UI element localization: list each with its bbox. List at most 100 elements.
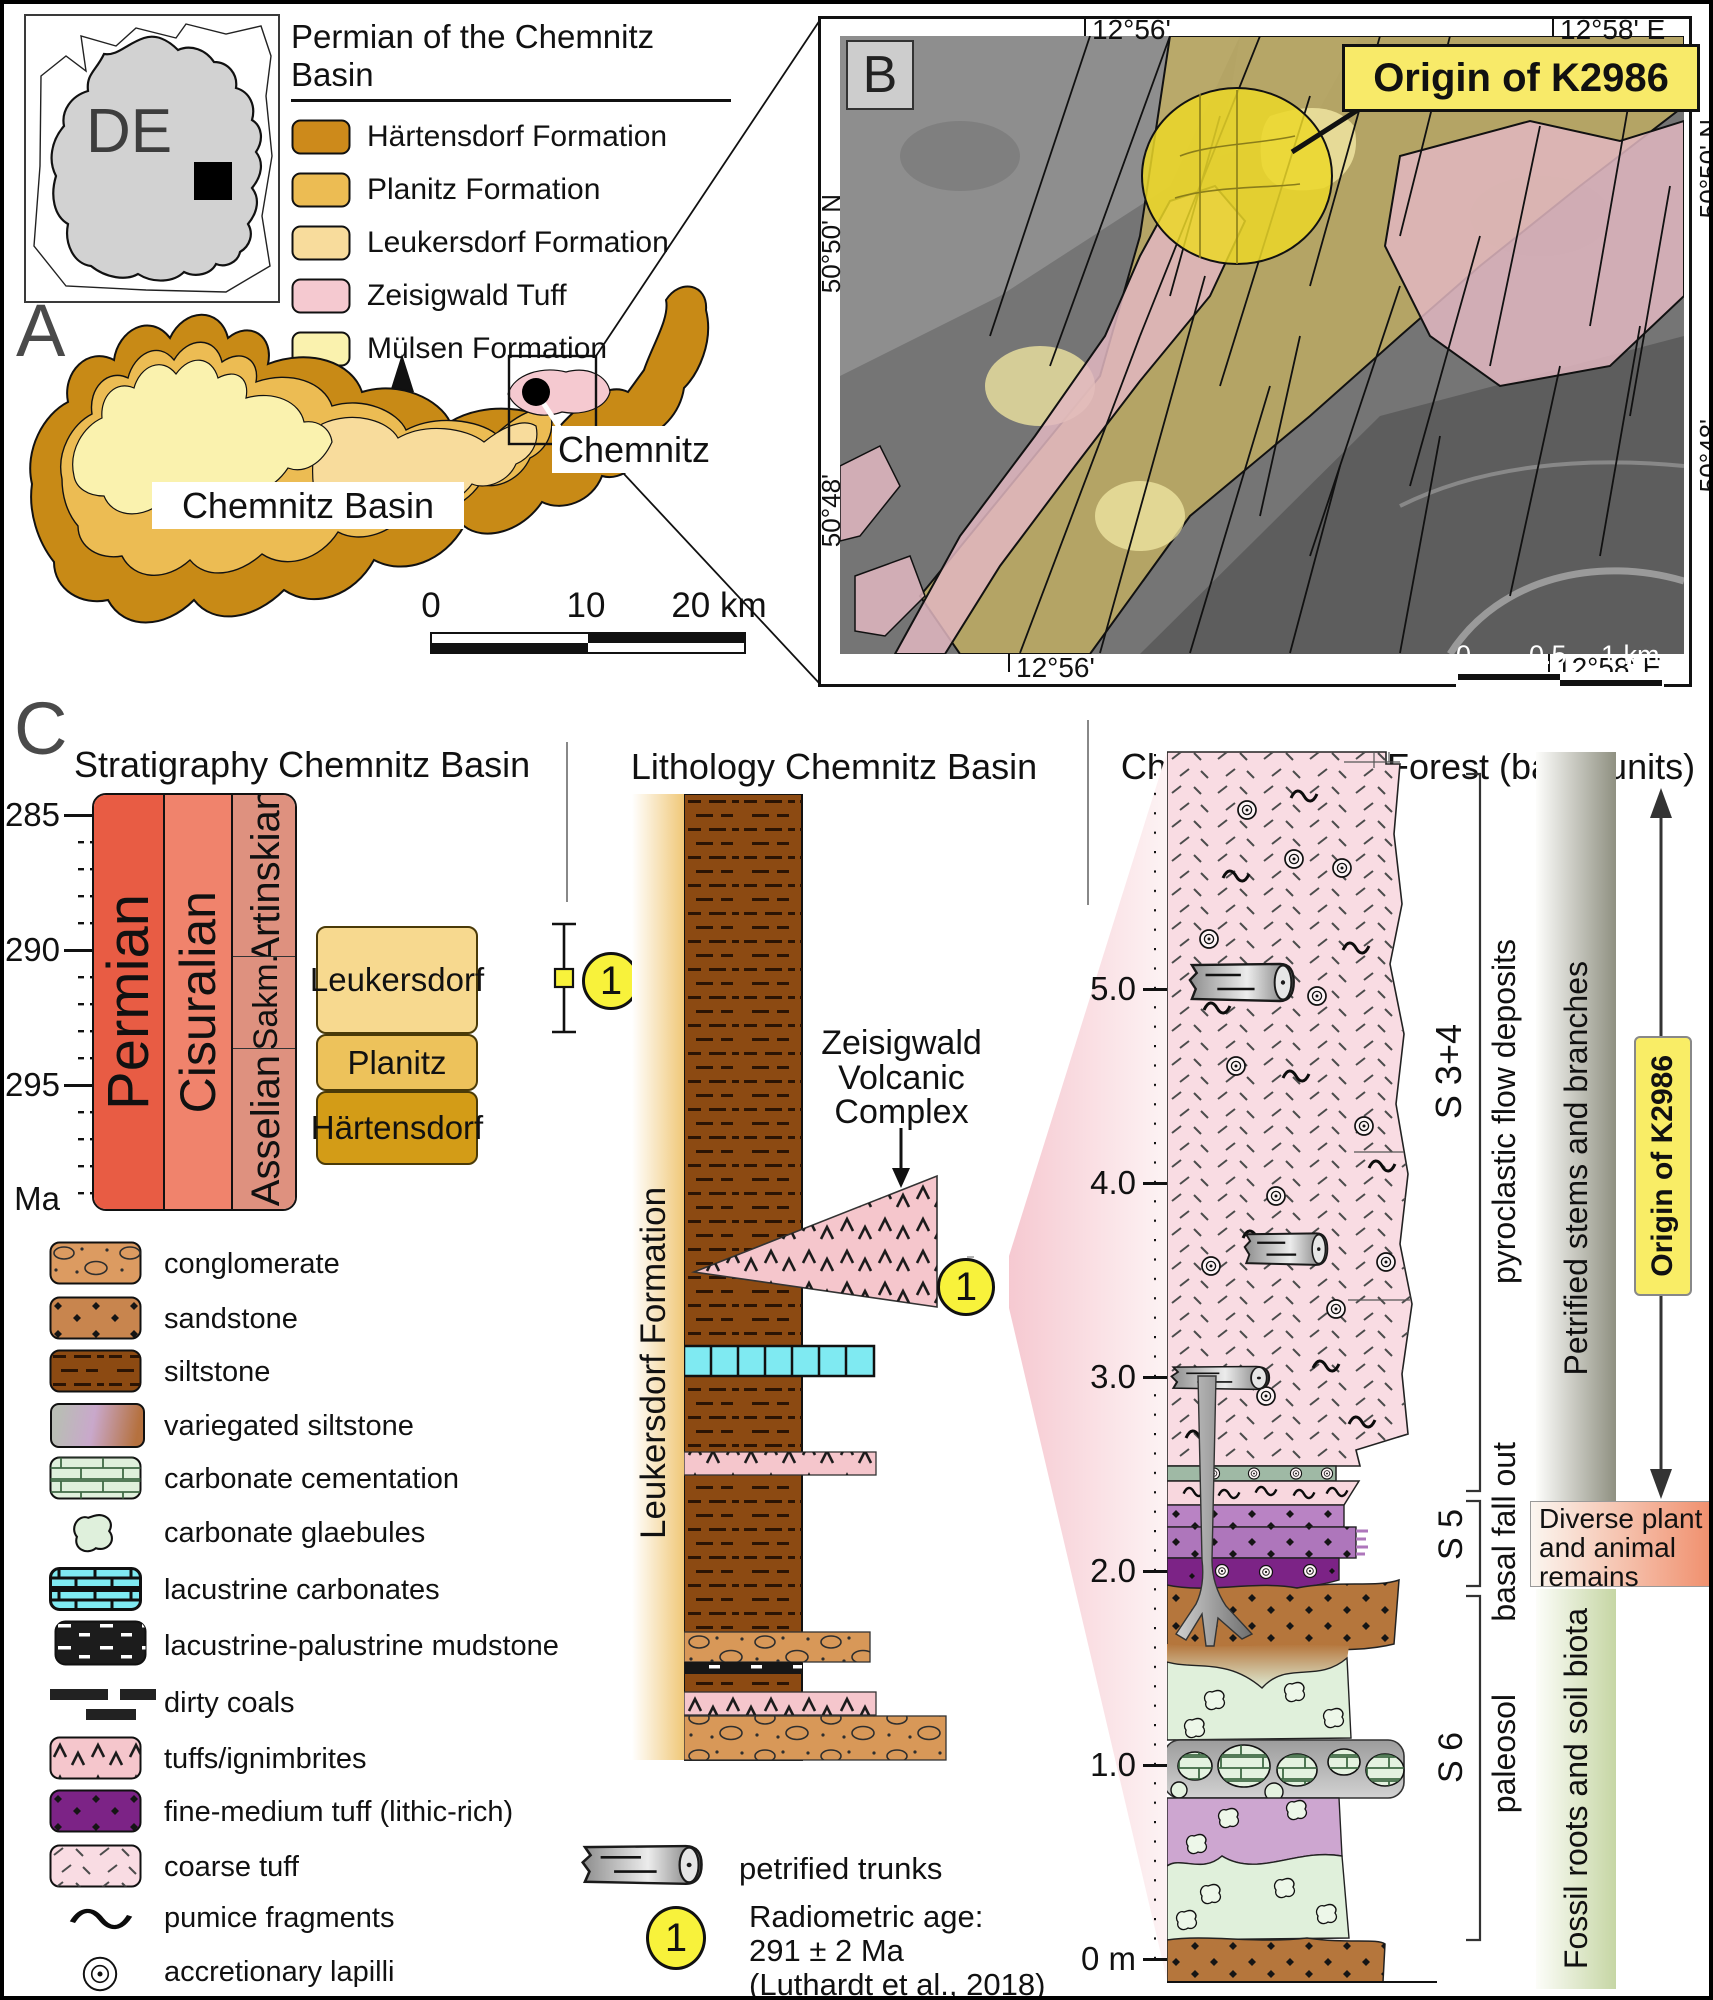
- country-code-label: DE: [86, 97, 173, 166]
- ma-unit: Ma: [14, 1180, 60, 1217]
- age-marker-number: 1: [599, 958, 623, 1003]
- s34-code: S 3+4: [1428, 1024, 1469, 1120]
- radiometric-marker: 1: [646, 1906, 706, 1970]
- legend-title: Permian of the Chemnitz Basin: [291, 18, 731, 102]
- chemnitz-location-square: [194, 162, 232, 200]
- coord-top-right: 12°58' E: [1560, 14, 1666, 45]
- panel-a-letter: A: [16, 289, 66, 372]
- lith-title: Lithology Chemnitz Basin: [630, 746, 1038, 787]
- legend-row-planitz: Planitz Formation: [291, 172, 731, 208]
- bed-tuff-1: [684, 1451, 877, 1476]
- tick: [1084, 18, 1086, 36]
- epoch-cisuralian: Cisuralian: [163, 795, 231, 1209]
- callout-connector: [1290, 103, 1366, 155]
- fault-lines: [989, 36, 1671, 654]
- unit-coarse-tuff: [1167, 751, 1413, 1467]
- bed-tuff-2: [684, 1691, 877, 1716]
- stage-artinskian: Artinskian: [233, 795, 295, 963]
- bed-conglomerate-2: [684, 1715, 947, 1761]
- radiometric-note: Radiometric age: 291 ± 2 Ma (Luthardt et…: [749, 1899, 1046, 2000]
- basin-label: Chemnitz Basin: [152, 482, 464, 530]
- petrified-log: [1188, 962, 1296, 1003]
- legend-label: Leukersdorf Formation: [367, 226, 669, 259]
- rock-label: carbonate cementation: [164, 1463, 460, 1495]
- sandstone-swatch: [49, 1296, 142, 1340]
- s34-name: pyroclastic flow deposits: [1486, 939, 1522, 1285]
- remains-box: Diverse plant and animal remains: [1530, 1501, 1709, 1591]
- scale-3: 3.0: [1090, 1358, 1136, 1395]
- strat-title: Stratigraphy Chemnitz Basin: [74, 744, 531, 785]
- legend-label: Planitz Formation: [367, 173, 601, 206]
- s6-code: S 6: [1432, 1732, 1470, 1784]
- unit-nodule-band: [1167, 1739, 1405, 1802]
- formation-label: Härtensdorf: [310, 1109, 484, 1146]
- legend-row-leukersdorf: Leukersdorf Formation: [291, 225, 731, 261]
- ma-285: 285: [4, 796, 60, 833]
- legend-row-haertensdorf: Härtensdorf Formation: [291, 119, 731, 155]
- rock-label: lacustrine-palustrine mudstone: [164, 1630, 559, 1662]
- ma-290: 290: [4, 931, 60, 968]
- rock-label: tuffs/ignimbrites: [164, 1743, 367, 1775]
- coord-right-lower: 50°48': [1694, 419, 1713, 493]
- stems-bar: Petrified stems and branches: [1536, 752, 1616, 1584]
- zeisigwald-wedge: [690, 1174, 938, 1308]
- lithology-column: [684, 794, 974, 1761]
- leukersdorf-swatch: [291, 225, 351, 261]
- wedge-age-marker: 1: [937, 1258, 995, 1316]
- section-divider-1: [566, 742, 568, 902]
- lith-formation-label: Leukersdorf Formation: [634, 1186, 673, 1539]
- panel-c-letter: C: [14, 687, 68, 770]
- germany-inset-map: DE: [24, 14, 280, 303]
- planitz-swatch: [291, 172, 351, 208]
- origin-callout-text: Origin of K2986: [1373, 55, 1669, 100]
- scalebar-a: [430, 632, 746, 654]
- scalebar-a-label-20: 20 km: [671, 586, 767, 625]
- legend-label: Härtensdorf Formation: [367, 120, 668, 153]
- coarse-tuff-swatch: [49, 1844, 142, 1888]
- conglomerate-swatch: [49, 1241, 142, 1285]
- tick: [1548, 654, 1550, 672]
- chemnitz-basin-map: [29, 285, 710, 624]
- radiometric-marker-number: 1: [664, 1915, 688, 1960]
- formation-label: Leukersdorf: [309, 961, 485, 998]
- scalebar-a-label-10: 10: [566, 586, 606, 625]
- coord-left-upper: 50°50' N: [816, 194, 846, 294]
- germany-shape: [50, 35, 262, 282]
- scalebar-b-label-0: 0: [1456, 640, 1472, 670]
- scale-2: 2.0: [1090, 1552, 1136, 1589]
- forest-scale-ticks: [1143, 752, 1167, 1964]
- petrified-log: [1243, 1232, 1329, 1266]
- scale-0m: 0 m: [1080, 1940, 1136, 1977]
- scalebar-b-label-1: 1 km: [1601, 640, 1660, 670]
- unit-brackets: [1466, 772, 1482, 1942]
- formation-haertensdorf: Härtensdorf: [311, 1091, 483, 1165]
- volcanic-complex-label: Zeisigwald Volcanic Complex: [821, 1024, 982, 1132]
- legend-row-zeisigwald: Zeisigwald Tuff: [291, 278, 731, 314]
- carbonate-glaebules-swatch: [73, 1514, 113, 1553]
- origin-range-text: Origin of K2986: [1646, 1055, 1679, 1277]
- formation-label: Planitz: [347, 1043, 447, 1081]
- chrono-chart: Permian Cisuralian Artinskian Sakm. Asse…: [92, 793, 297, 1211]
- stage-label: Sakm.: [246, 954, 285, 1051]
- legend-label: Mülsen Formation: [367, 332, 608, 365]
- period-permian: Permian: [94, 795, 163, 1209]
- satellite-geology-map: [840, 36, 1684, 654]
- wedge-age-number: 1: [954, 1264, 978, 1309]
- unit-paleosol-green-1: [1167, 1656, 1352, 1741]
- unit-pumice-fallout: [1167, 1480, 1361, 1506]
- rock-label: fine-medium tuff (lithic-rich): [164, 1796, 514, 1828]
- stage-label: Artinskian: [243, 793, 288, 964]
- stage-asselian: Asselian: [233, 1048, 295, 1209]
- rock-label: lacustrine carbonates: [164, 1574, 440, 1606]
- scale-5: 5.0: [1090, 970, 1136, 1007]
- legend-label: Zeisigwald Tuff: [367, 279, 567, 312]
- formation-leukersdorf: Leukersdorf: [310, 926, 484, 1034]
- unit-purple-tuff-2: [1167, 1526, 1368, 1559]
- rock-label: carbonate glaebules: [164, 1517, 426, 1549]
- rock-label: variegated siltstone: [164, 1410, 414, 1442]
- rock-label: siltstone: [164, 1356, 271, 1388]
- ma-axis-ticks: [78, 793, 92, 1211]
- tuffs-swatch: [49, 1736, 142, 1780]
- unit-green-fallout: [1167, 1465, 1337, 1482]
- origin-callout: Origin of K2986: [1342, 44, 1700, 112]
